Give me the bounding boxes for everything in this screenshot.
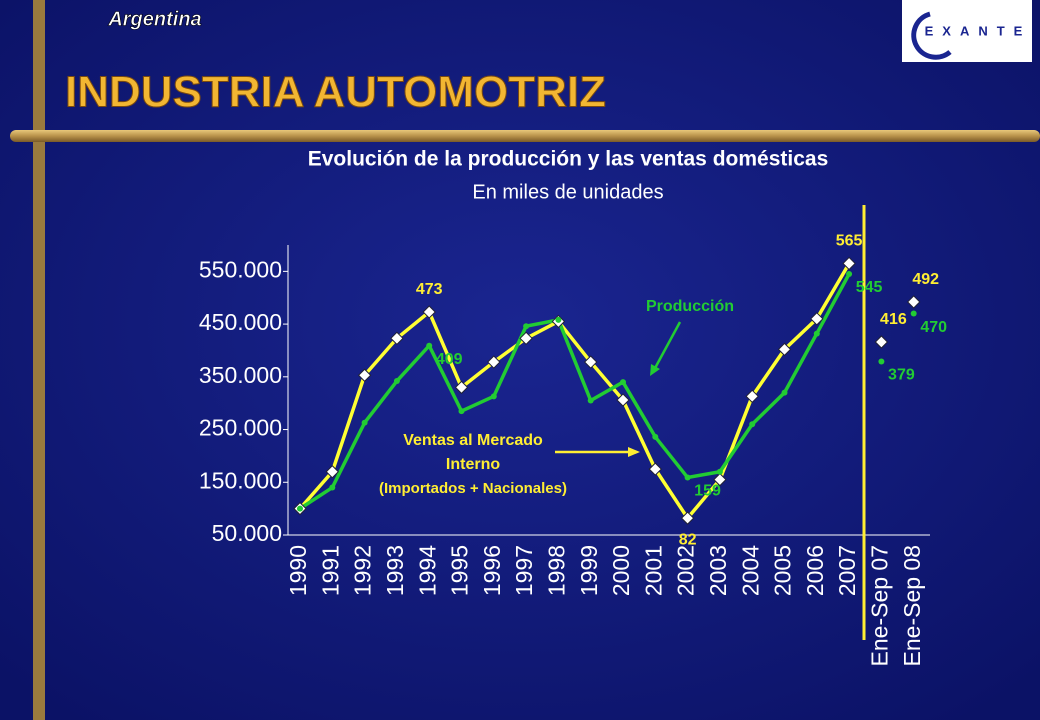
data-label: 159 [694,483,721,500]
series-line [298,262,851,522]
marker [620,379,626,386]
legend-arrowhead [650,364,660,376]
logo-arc [911,11,952,60]
marker [652,433,659,440]
marker [519,331,533,346]
x-tick-label: 2004 [737,545,763,596]
legend-note: (Importados + Nacionales) [379,480,567,497]
marker [777,342,792,357]
marker [487,355,501,369]
x-tick-label: 2007 [834,545,860,596]
marker [555,316,562,323]
legend-arrowhead [628,447,640,457]
x-tick-label: Ene-Sep 07 [866,545,892,666]
data-label: 492 [912,271,939,288]
chart-title: Evolución de la producción y las ventas … [308,148,829,171]
x-tick-label: 2001 [640,545,666,596]
x-tick-label: 1991 [317,545,343,596]
marker [842,256,856,271]
data-label: 565 [836,233,863,250]
x-tick-label: 2005 [770,545,796,596]
marker [325,465,340,479]
marker [393,378,400,385]
x-tick-label: 1996 [479,545,505,596]
marker [422,305,436,319]
marker [745,389,759,404]
marker [680,511,695,525]
x-tick-label: 2006 [802,545,828,596]
x-tick-label: 2002 [673,545,699,596]
slide-title: Industria Automotriz [65,68,606,117]
x-tick-label: 1997 [511,545,537,596]
x-tick-label: 1994 [414,545,440,596]
country: Argentina [107,8,201,30]
series-line [299,273,851,511]
y-tick-label: 350.000 [199,362,282,388]
marker [523,323,530,330]
chart-subtitle: En miles de unidades [472,181,663,203]
marker [781,389,788,396]
y-tick-label: 250.000 [199,415,282,441]
x-tick-label: 1998 [543,545,569,596]
marker [587,397,594,404]
data-label: 82 [679,531,697,548]
marker [426,342,433,349]
marker [454,380,469,395]
marker [716,468,723,475]
marker [749,421,756,428]
x-tick-label: 2003 [705,545,731,596]
legend-arrow [652,321,682,371]
marker [846,271,853,277]
x-tick-label: 1999 [576,545,602,596]
y-tick-label: 550.000 [199,256,282,282]
data-label: 470 [920,319,947,336]
marker [910,310,917,317]
data-label: 545 [856,279,883,296]
marker [357,368,372,382]
data-label: 416 [880,311,907,328]
x-tick-label: 1993 [382,545,408,596]
marker [616,393,630,407]
x-tick-label: 1995 [447,545,473,596]
marker [490,393,497,400]
data-label: 473 [416,281,443,298]
data-label: 379 [888,367,915,384]
marker [458,408,465,415]
x-tick-label: 2000 [608,545,634,596]
data-label: 409 [436,351,463,368]
marker [713,472,727,487]
y-tick-label: 450.000 [199,309,282,335]
y-tick-label: 150.000 [199,467,282,493]
marker [810,312,824,326]
x-tick-label: 1992 [350,545,376,596]
horizontal-bar [10,130,1040,142]
marker [648,462,663,476]
vertical-bar [33,0,45,720]
x-tick-label: Ene-Sep 08 [899,545,925,666]
legend-label: Producción [646,298,734,315]
marker [813,330,820,337]
marker [390,331,404,346]
marker [361,419,368,426]
marker [297,505,303,512]
legend-label: Ventas al Mercado Interno [403,432,543,473]
marker [874,335,889,349]
marker [906,295,921,309]
y-tick-label: 50.000 [212,520,282,546]
marker [329,484,336,491]
x-tick-label: 1990 [285,545,311,596]
marker [878,358,885,365]
marker [583,355,598,369]
logo-text: EXANTE [925,23,1032,38]
marker [684,474,691,481]
